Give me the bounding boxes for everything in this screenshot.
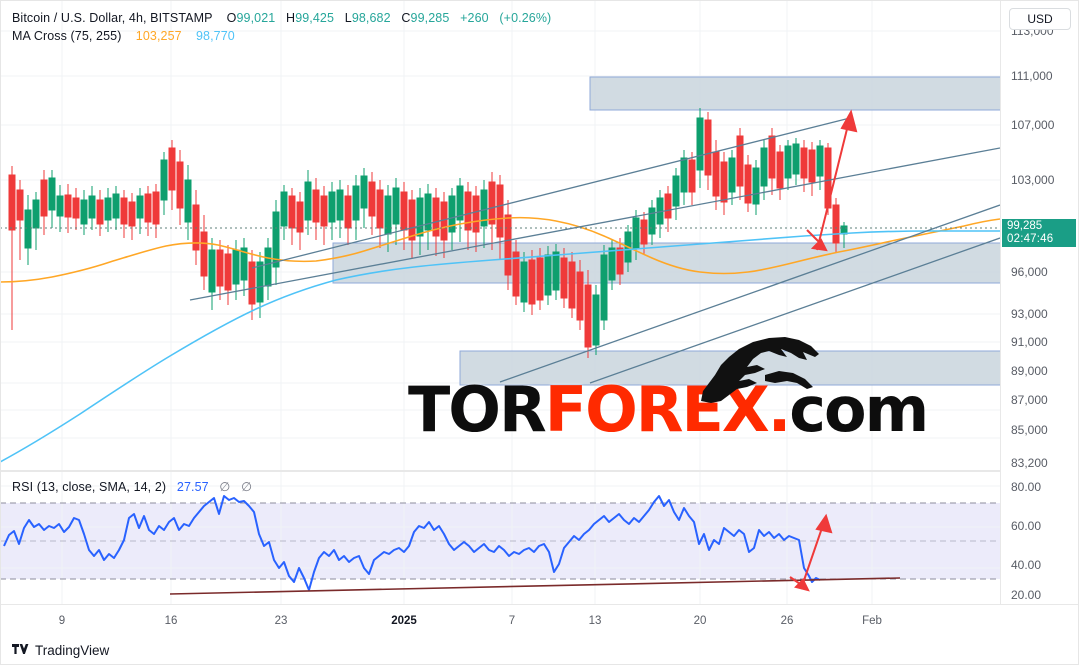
forecast-arrow-down-head: [810, 238, 828, 252]
rsi-arrow-up-shaft: [800, 524, 824, 590]
change-percent: (+0.26%): [499, 11, 552, 25]
price-axis[interactable]: 113,000 111,000 107,000 103,000 96,000 9…: [1000, 0, 1079, 619]
trendlines: [189, 117, 1000, 384]
close-label: C: [401, 11, 411, 25]
rsi-tick: 80.00: [1011, 480, 1042, 494]
ma-slow-line: [0, 230, 1000, 463]
price-tick: 93,000: [1011, 307, 1048, 321]
rsi-legend[interactable]: RSI (13, close, SMA, 14, 2) 27.57 ∅ ∅: [12, 479, 252, 494]
top-border: [0, 0, 1079, 1]
price-tick: 89,000: [1011, 364, 1048, 378]
price-vertical-gridlines: [61, 0, 873, 470]
candle-countdown: 02:47:46: [1007, 233, 1054, 245]
pane-separator: [0, 470, 1000, 471]
high-label: H: [286, 11, 296, 25]
candlestick-series: [8, 108, 848, 358]
time-tick: 9: [58, 615, 66, 627]
time-axis[interactable]: 9 16 23 2025 7 13 20 26 Feb: [0, 604, 1079, 638]
price-tick: 111,000: [1011, 69, 1053, 83]
resistance-zone-upper: [589, 76, 1000, 111]
rsi-title: RSI (13, close, SMA, 14, 2): [12, 480, 167, 494]
time-tick: 23: [274, 615, 288, 627]
rsi-tick: 20.00: [1011, 588, 1042, 602]
rsi-value: 27.57: [176, 480, 209, 494]
price-tick: 85,000: [1011, 423, 1048, 437]
price-chart-pane[interactable]: [0, 0, 1000, 470]
uptrend-line-1: [251, 117, 851, 269]
price-tick: 107,000: [1011, 118, 1055, 132]
low-label: L: [344, 11, 352, 25]
left-border: [0, 0, 1, 638]
open-label: O: [226, 11, 237, 25]
tradingview-label: TradingView: [35, 643, 110, 658]
main-legend[interactable]: Bitcoin / U.S. Dollar, 4h, BITSTAMP O99,…: [12, 11, 551, 25]
time-tick-month: Feb: [862, 615, 882, 627]
price-tick: 96,000: [1011, 265, 1048, 279]
forecast-arrow-up-shaft: [816, 124, 849, 251]
price-tick: 83,200: [1011, 456, 1048, 470]
open-value: 99,021: [236, 11, 276, 25]
price-plot-svg: [0, 0, 1000, 470]
ma-title: MA Cross (75, 255): [12, 29, 122, 43]
price-tick: 103,000: [1011, 173, 1055, 187]
time-tick: 26: [780, 615, 794, 627]
rsi-tick: 40.00: [1011, 558, 1042, 572]
symbol-title: Bitcoin / U.S. Dollar, 4h, BITSTAMP: [12, 11, 213, 25]
rsi-forecast-arrows: [789, 513, 833, 592]
time-tick: 20: [693, 615, 707, 627]
low-value: 98,682: [351, 11, 391, 25]
price-tick: 87,000: [1011, 393, 1048, 407]
change-value: +260: [460, 11, 489, 25]
time-tick: 13: [588, 615, 602, 627]
forecast-arrows: [806, 109, 858, 252]
rsi-tick: 60.00: [1011, 519, 1042, 533]
rsi-chart-pane[interactable]: [0, 471, 1000, 604]
uptrend-line-2: [189, 147, 1000, 301]
forecast-arrow-up-head: [840, 109, 858, 133]
rsi-line: [3, 495, 821, 591]
rsi-arrow-up-head: [815, 513, 833, 534]
current-price-value: 99,285: [1007, 220, 1043, 232]
circle-slash-icon[interactable]: ∅: [219, 480, 231, 494]
rsi-plot-svg: [0, 472, 1000, 604]
circle-slash-icon-2[interactable]: ∅: [241, 480, 253, 494]
uptrend-line-4: [589, 237, 1000, 384]
currency-button[interactable]: USD: [1009, 8, 1071, 30]
rsi-vertical-gridlines: [61, 472, 873, 604]
ma-slow-value: 98,770: [196, 29, 235, 43]
tradingview-logo-icon: [12, 644, 29, 654]
tradingview-branding[interactable]: TradingView: [12, 643, 109, 658]
ma-fast-value: 103,257: [135, 29, 182, 43]
current-price-badge[interactable]: 99,285 02:47:46: [1002, 219, 1076, 247]
rsi-trendline: [169, 577, 901, 595]
time-tick-year: 2025: [391, 615, 417, 627]
close-value: 99,285: [410, 11, 450, 25]
time-tick: 7: [508, 615, 516, 627]
ma-fast-line: [0, 216, 1000, 283]
ma-legend[interactable]: MA Cross (75, 255) 103,257 98,770: [12, 29, 235, 43]
time-tick: 16: [164, 615, 178, 627]
uptrend-line-3: [499, 204, 1000, 383]
price-tick: 91,000: [1011, 335, 1048, 349]
high-value: 99,425: [295, 11, 335, 25]
